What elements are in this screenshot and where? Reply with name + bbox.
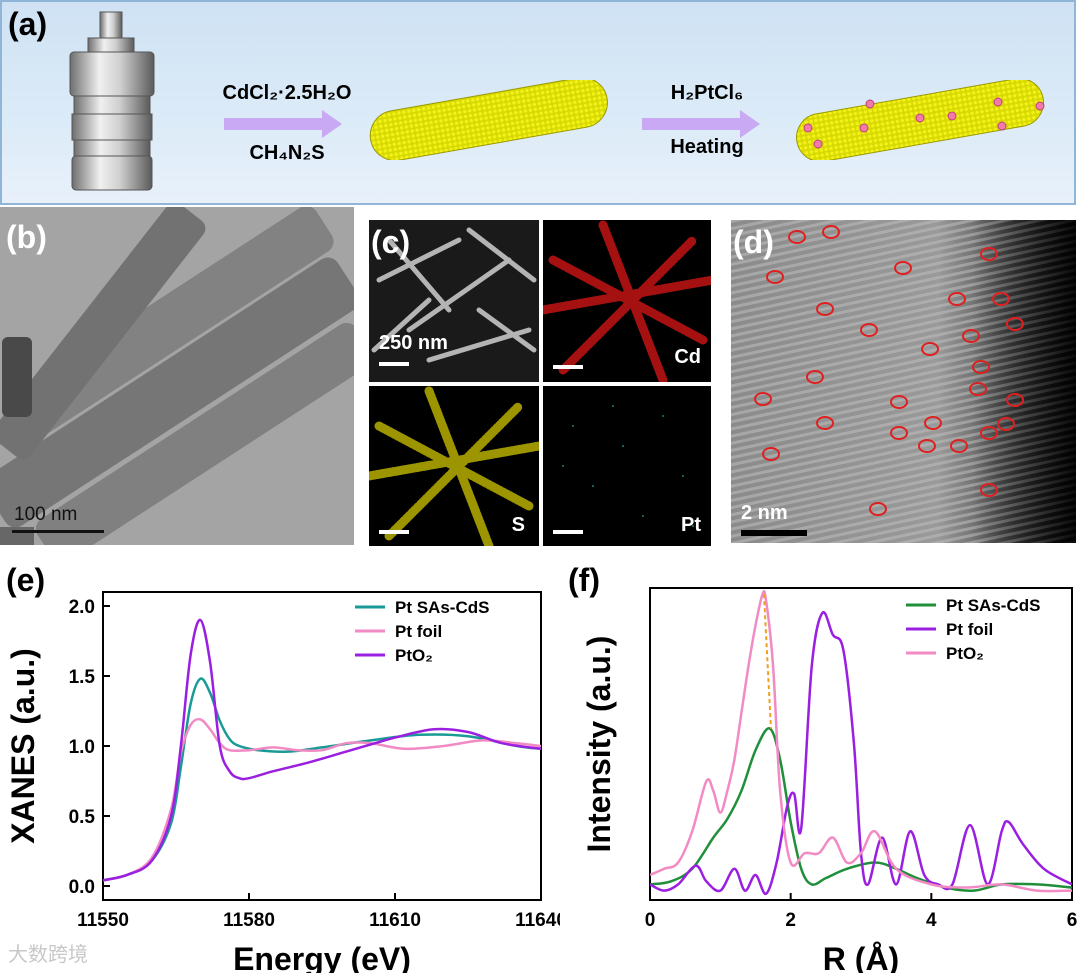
panel-label-d: (d) (733, 224, 774, 260)
tem-image-panel: (b) 100 nm (0, 207, 354, 545)
haadf-lattice-image (731, 220, 1076, 543)
panel-label-b: (b) (6, 219, 47, 255)
legend-label: PtO₂ (946, 644, 984, 663)
eds-cd-label: Cd (674, 346, 701, 368)
panel-label-c: (c) (371, 224, 411, 260)
eds-scalebar-label: 250 nm (379, 332, 448, 354)
haadf-stem-panel: (d) 2 nm (731, 220, 1076, 543)
legend-label: Pt foil (946, 620, 993, 639)
legend-label: PtO₂ (395, 646, 433, 665)
x-tick-label: 0 (645, 910, 656, 931)
y-axis-label: Intensity (a.u.) (581, 636, 617, 853)
series-line-3 (103, 618, 541, 882)
series-line-2 (103, 717, 541, 882)
tem-nanorods-image (0, 207, 354, 545)
eds-cd-map: Cd (543, 220, 711, 382)
haadf-scalebar-label: 2 nm (741, 502, 788, 524)
plot-frame (102, 591, 542, 901)
autoclave-icon (69, 11, 155, 191)
eds-mapping-panel: (c) 250 nm Cd S (369, 220, 711, 546)
x-tick-label: 2 (785, 910, 796, 931)
step1-arrow (224, 110, 342, 138)
pt-single-atom-markers (754, 225, 1024, 516)
eds-s-map: S (369, 386, 539, 546)
pt-decorated-nanorod-illustration (796, 80, 1045, 160)
x-axis-label: R (Å) (823, 941, 899, 973)
peak-shift-dashed-line (762, 594, 772, 729)
panel-label-a: (a) (8, 6, 48, 42)
eds-s-label: S (511, 514, 525, 536)
eds-pt-map: Pt (543, 386, 711, 546)
eds-haadf-quadrant: (c) 250 nm (369, 220, 539, 382)
series-line-3 (650, 589, 1072, 893)
step1-reagent-top: CdCl₂·2.5H₂O (222, 82, 352, 104)
x-tick-label: 4 (926, 910, 937, 931)
eds-scalebar (379, 362, 409, 366)
cds-nanorod-illustration (369, 80, 608, 160)
synthesis-scheme-panel: (a) CdCl₂·2.5H₂O CH₄N₂S H₂PtCl₆ (0, 0, 1076, 205)
x-axis-label: Energy (eV) (233, 941, 411, 973)
step2-reagent-top: H₂PtCl₆ (670, 82, 744, 104)
legend-label: Pt SAs-CdS (395, 598, 489, 617)
eds-pt-label: Pt (681, 514, 701, 536)
exafs-chart: 0 2 4 6 R (Å) Intensity (a.u.) Pt SAs-CdS Pt fo… (581, 587, 1078, 973)
x-tick-label: 11610 (369, 910, 421, 931)
y-tick-label: 1.5 (69, 667, 96, 688)
watermark: 大数跨境 (8, 944, 88, 966)
y-tick-label: 1.0 (69, 737, 95, 758)
step2-arrow (642, 110, 760, 138)
plot-frame (649, 587, 1073, 901)
series-line-1 (650, 727, 1072, 892)
y-tick-label: 0.5 (69, 807, 96, 828)
step2-condition: Heating (670, 136, 744, 158)
tem-scalebar-label: 100 nm (14, 504, 78, 525)
step1-reagent-bottom: CH₄N₂S (249, 142, 325, 164)
legend-label: Pt foil (395, 622, 442, 641)
panel-label-e: (e) (6, 562, 46, 598)
series-line-2 (650, 610, 1072, 896)
x-tick-label: 6 (1067, 910, 1078, 931)
series-line-1 (103, 677, 541, 882)
tem-scalebar (12, 530, 104, 533)
y-tick-label: 0.0 (69, 877, 95, 898)
x-tick-label: 11580 (223, 910, 275, 931)
legend-label: Pt SAs-CdS (946, 596, 1040, 615)
haadf-scalebar (741, 530, 807, 536)
x-tick-label: 11550 (77, 910, 129, 931)
y-axis-label: XANES (a.u.) (5, 648, 41, 844)
y-tick-label: 2.0 (69, 597, 95, 618)
panel-label-f: (f) (568, 562, 600, 598)
